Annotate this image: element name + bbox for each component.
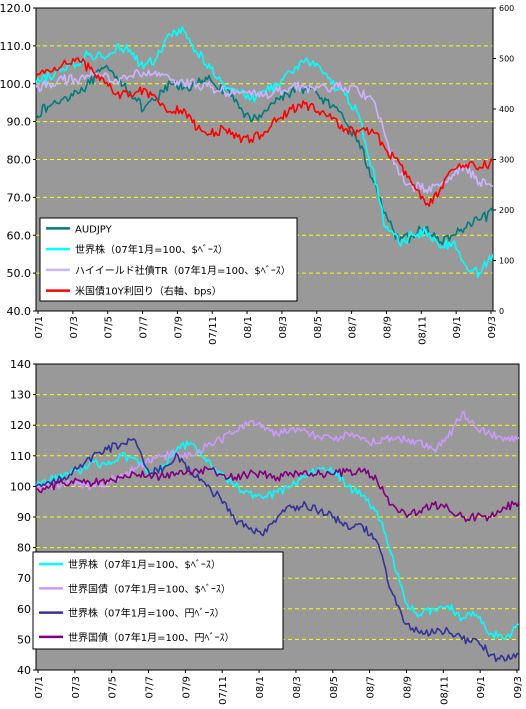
right-tick-label: 0: [499, 307, 504, 316]
right-tick-label: 400: [499, 105, 514, 114]
chart-1: 120.0 110.0 100.0 90.0 80.0 70.0 60.0 50.0 40.0 6…: [0, 2, 514, 345]
y-tick-label: 70: [17, 572, 31, 585]
x-tick-label: 09/3: [487, 316, 498, 338]
y-tick-label: 130: [10, 389, 31, 402]
x-tick-label: 09/3: [513, 676, 524, 698]
right-tick-label: 200: [499, 206, 514, 215]
x-tick-label: 07/5: [104, 316, 115, 338]
x-tick-label: 07/9: [173, 316, 184, 338]
right-tick-label: 500: [499, 55, 514, 64]
y-tick-label: 70.0: [7, 191, 32, 204]
x-tick-label: 08/11: [417, 316, 428, 345]
x-tick-label: 08/1: [255, 676, 266, 698]
series-group: [36, 410, 519, 663]
legend: [39, 217, 298, 302]
series-line: [36, 440, 519, 641]
x-tick-label: 08/5: [329, 676, 340, 698]
series-line: [36, 465, 519, 523]
x-tick-label: 07/1: [34, 676, 45, 698]
legend-label: 世界国債（07年1月=100、$ﾍﾞｰｽ）: [68, 582, 231, 595]
series-group: [36, 25, 493, 279]
x-tick-label: 08/1: [243, 316, 254, 338]
y-tick-label: 80: [17, 542, 31, 555]
x-tick-label: 08/11: [439, 676, 450, 705]
y-tick-label: 60.0: [7, 229, 32, 242]
right-tick-label: 100: [499, 257, 514, 266]
legend-label: 世界株（07年1月=100、円ﾍﾞｰｽ）: [68, 607, 225, 620]
y-tick-label: 100.0: [0, 78, 31, 91]
series-line: [36, 437, 519, 663]
legend-label: ハイイールド社債TR（07年1月=100、$ﾍﾞｰｽ）: [75, 264, 291, 277]
x-tick-label: 08/3: [292, 676, 303, 698]
y-tick-label: 40: [17, 664, 31, 677]
y-tick-label: 110.0: [0, 40, 31, 53]
legend-label: 世界国債（07年1月=100、円ﾍﾞｰｽ）: [68, 631, 235, 644]
y-tick-label: 50: [17, 633, 31, 646]
legend-label: AUDJPY: [75, 224, 113, 235]
x-tick-label: 07/3: [69, 316, 80, 338]
x-tick-label: 07/3: [71, 676, 82, 698]
y-tick-label: 140: [10, 358, 31, 371]
x-tick-label: 07/7: [139, 316, 150, 338]
y-tick-label: 40.0: [7, 305, 32, 318]
y-tick-label: 90: [17, 511, 31, 524]
x-tick-label: 09/1: [476, 676, 487, 698]
x-tick-label: 07/9: [181, 676, 192, 698]
legend: [32, 551, 284, 650]
legend-label: 世界株（07年1月=100、$ﾍﾞｰｽ）: [68, 558, 221, 571]
x-tick-label: 08/3: [278, 316, 289, 338]
x-tick-label: 08/9: [382, 316, 393, 338]
legend-label: 世界株（07年1月=100、$ﾍﾞｰｽ）: [75, 243, 228, 256]
series-line: [36, 57, 493, 207]
y-tick-label: 110: [10, 450, 31, 463]
x-tick-label: 08/5: [313, 316, 324, 338]
right-tick-label: 300: [499, 156, 514, 165]
x-tick-label: 07/7: [145, 676, 156, 698]
x-tick-label: 07/11: [208, 316, 219, 345]
y-tick-label: 100: [10, 480, 31, 493]
x-tick-label: 08/9: [402, 676, 413, 698]
y-tick-label: 50.0: [7, 267, 32, 280]
x-tick-label: 08/7: [348, 316, 359, 338]
legend-label: 米国債10Y利回り（右軸、bps）: [75, 285, 222, 298]
y-tick-label: 90.0: [7, 116, 32, 129]
y-tick-label: 120.0: [0, 2, 31, 15]
series-line: [36, 25, 493, 279]
x-tick-label: 09/1: [452, 316, 463, 338]
y-tick-label: 80.0: [7, 154, 32, 167]
right-tick-label: 600: [499, 4, 514, 13]
y-tick-label: 60: [17, 603, 31, 616]
x-tick-label: 07/1: [34, 316, 45, 338]
x-tick-label: 08/7: [366, 676, 377, 698]
x-tick-label: 07/11: [218, 676, 229, 705]
x-tick-label: 07/5: [108, 676, 119, 698]
series-line: [36, 69, 493, 194]
y-tick-label: 120: [10, 419, 31, 432]
